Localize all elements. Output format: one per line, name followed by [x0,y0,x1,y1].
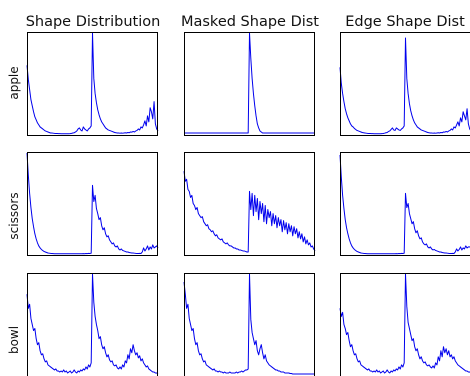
panel-bowl-shape-distribution [26,273,159,376]
panel-apple-masked-shape-dist [184,32,315,136]
column-title-masked-shape-dist: Masked Shape Dist [181,14,319,30]
column-title-edge-shape-dist: Edge Shape Dist [345,14,465,30]
panel-frame [184,32,315,136]
panel-frame [340,32,470,136]
panel-bowl-masked-shape-dist [183,273,315,376]
panel-scissors-shape-distribution [26,152,159,256]
series-line [339,37,470,135]
row-label-apple: apple [7,66,21,99]
panel-scissors-edge-shape-dist [339,152,470,256]
panel-frame [27,152,158,256]
row-label-scissors: scissors [7,192,21,239]
panel-frame [27,32,158,136]
panel-frame [340,273,470,376]
panel-frame [27,273,158,376]
panel-scissors-masked-shape-dist [183,152,316,256]
panel-bowl-edge-shape-dist [339,273,470,376]
series-line [26,152,159,255]
panel-apple-edge-shape-dist [339,32,470,136]
series-line [339,154,470,255]
series-line [183,171,316,253]
panel-apple-shape-distribution [26,32,159,136]
panel-frame [184,152,315,256]
panel-frame [184,273,315,376]
panel-frame [340,152,470,256]
row-label-bowl: bowl [7,326,21,354]
column-title-shape-distribution: Shape Distribution [26,14,161,30]
